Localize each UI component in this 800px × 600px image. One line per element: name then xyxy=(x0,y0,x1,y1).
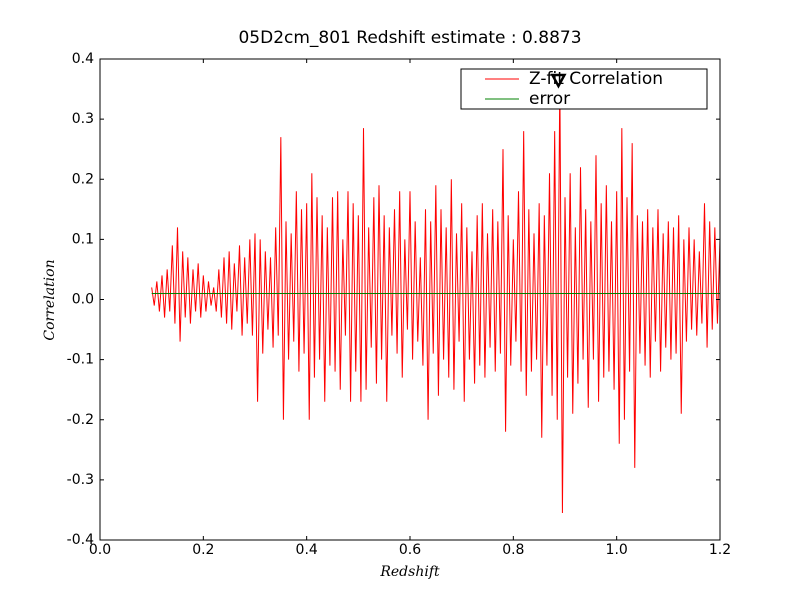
y-tick-label: 0.0 xyxy=(72,292,94,308)
x-tick-label: 0.6 xyxy=(399,542,421,558)
series-line xyxy=(151,77,720,513)
y-tick-label: -0.4 xyxy=(67,532,94,548)
y-tick-label: -0.2 xyxy=(67,412,94,428)
y-tick-label: 0.2 xyxy=(72,171,94,187)
y-tick-label: 0.1 xyxy=(72,231,94,247)
x-tick-label: 0.8 xyxy=(502,542,524,558)
axes: 0.0 0.2 0.4 0.6 0.8 1.0 1.2 -0.4 -0.3 -0.2 -0.1 0.0… xyxy=(67,51,731,558)
y-axis-label: Correlation xyxy=(42,259,58,340)
estimate-marker xyxy=(550,73,567,89)
x-tick-label: 0.0 xyxy=(89,542,111,558)
legend-label: error xyxy=(529,89,570,109)
chart-title: 05D2cm_801 Redshift estimate : 0.8873 xyxy=(238,28,581,48)
y-tick-label: 0.4 xyxy=(72,51,94,67)
legend-label: Z-fit Correlation xyxy=(529,69,663,89)
y-tick-label: -0.3 xyxy=(67,472,94,488)
plot-area xyxy=(100,59,720,540)
x-axis-label: Redshift xyxy=(379,564,440,580)
legend-box xyxy=(460,68,708,110)
x-tick-label: 1.0 xyxy=(606,542,628,558)
y-tick-label: 0.3 xyxy=(72,111,94,127)
y-tick-label: -0.1 xyxy=(67,352,94,368)
x-tick-label: 1.2 xyxy=(709,542,731,558)
data-layer xyxy=(151,77,720,513)
x-tick-label: 0.2 xyxy=(192,542,214,558)
x-tick-label: 0.4 xyxy=(296,542,318,558)
